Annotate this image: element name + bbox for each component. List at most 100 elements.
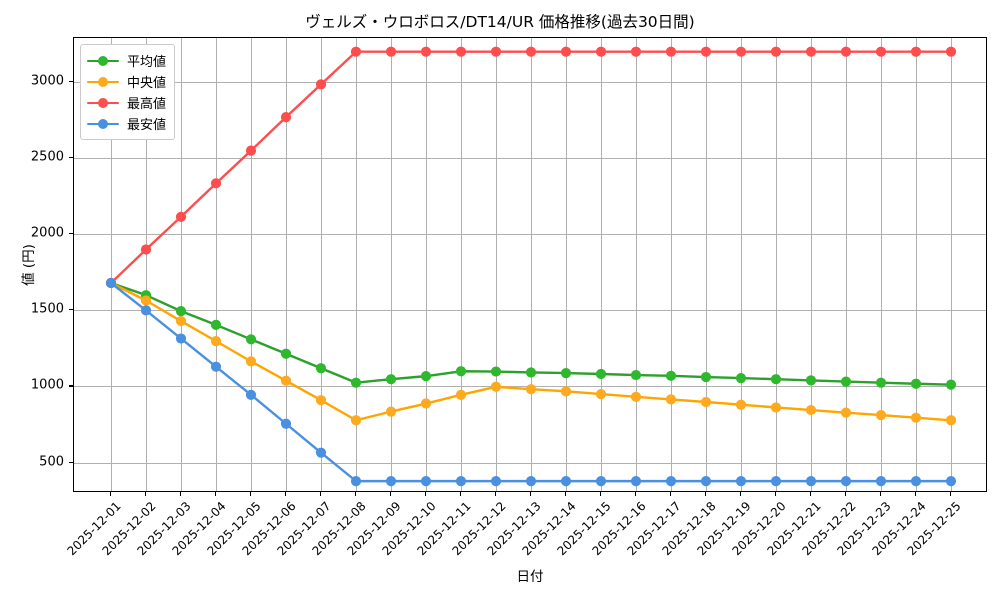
data-point	[805, 404, 817, 416]
data-point	[245, 389, 257, 400]
data-point	[735, 46, 747, 57]
data-point	[385, 46, 397, 57]
data-point	[665, 476, 677, 487]
data-point	[770, 476, 782, 487]
legend-marker-icon	[98, 55, 108, 66]
data-point	[140, 295, 152, 306]
data-point	[630, 46, 642, 57]
data-point	[840, 476, 852, 487]
data-point	[525, 46, 537, 57]
x-axis-tick-mark	[145, 492, 147, 496]
data-point	[840, 46, 852, 57]
legend-item-3: 最安値	[87, 113, 166, 134]
gridline-vertical	[111, 38, 112, 491]
gridline-vertical	[706, 38, 707, 491]
gridline-vertical	[776, 38, 777, 491]
x-axis-tick-mark	[635, 492, 637, 496]
data-point	[595, 388, 607, 400]
x-axis-tick-mark	[495, 492, 497, 496]
data-point	[700, 396, 712, 408]
gridline-vertical	[741, 38, 742, 491]
x-axis-tick-mark	[775, 492, 777, 496]
x-axis-tick-mark	[215, 492, 217, 496]
x-axis-tick-mark	[600, 492, 602, 496]
data-point	[560, 476, 572, 487]
data-point	[140, 305, 152, 316]
gridline-vertical	[566, 38, 567, 491]
data-point	[560, 386, 572, 397]
data-point	[315, 447, 327, 458]
legend-label: 最安値	[127, 118, 167, 133]
data-point	[735, 476, 747, 487]
legend-item-2: 最高値	[87, 92, 166, 113]
data-point	[910, 46, 922, 57]
data-point	[770, 402, 782, 413]
data-point	[700, 371, 712, 383]
data-point	[560, 46, 572, 57]
data-point	[245, 145, 257, 156]
data-point	[490, 46, 502, 57]
data-point	[280, 112, 292, 123]
data-point	[630, 391, 642, 402]
data-point	[175, 211, 187, 222]
data-point	[875, 377, 887, 388]
legend-marker-icon	[98, 76, 108, 87]
data-point	[350, 377, 362, 388]
gridline-vertical	[601, 38, 602, 491]
data-point	[420, 398, 432, 409]
legend-marker-icon	[98, 118, 108, 129]
y-axis-tick-mark	[69, 309, 73, 311]
gridline-vertical	[811, 38, 812, 491]
data-point	[735, 399, 747, 410]
x-axis-tick-mark	[845, 492, 847, 496]
x-axis-tick-mark	[740, 492, 742, 496]
x-axis-tick-mark	[705, 492, 707, 496]
gridline-vertical	[916, 38, 917, 491]
gridline-vertical	[146, 38, 147, 491]
gridline-vertical	[426, 38, 427, 491]
data-point	[630, 476, 642, 487]
data-point	[315, 79, 327, 90]
data-point	[945, 379, 957, 390]
data-point	[595, 368, 607, 380]
x-axis-label: 日付	[516, 569, 544, 585]
gridline-vertical	[671, 38, 672, 491]
legend-line-swatch	[87, 54, 119, 68]
y-axis-tick-label: 3000	[30, 73, 64, 89]
gridline-vertical	[356, 38, 357, 491]
data-point	[210, 336, 222, 347]
data-point	[945, 476, 957, 487]
data-point	[455, 389, 467, 400]
data-point	[910, 378, 922, 389]
data-point	[455, 366, 467, 377]
data-point	[140, 244, 152, 255]
y-axis-tick-mark	[69, 81, 73, 83]
chart-legend: 平均値 中央値最高値最安値	[80, 44, 176, 140]
data-point	[315, 395, 327, 406]
data-point	[700, 476, 712, 487]
y-axis-tick-labels: 500 1000 1500 2000 2500 3000	[0, 37, 64, 492]
legend-line-swatch	[87, 96, 119, 110]
data-point	[560, 367, 572, 379]
data-point	[525, 367, 537, 378]
data-point	[840, 407, 852, 418]
data-point	[875, 476, 887, 487]
x-axis-tick-mark	[810, 492, 812, 496]
legend-label: 最高値	[127, 97, 167, 112]
x-axis-tick-mark	[880, 492, 882, 496]
series-line	[109, 281, 953, 422]
gridline-vertical	[636, 38, 637, 491]
data-point	[875, 46, 887, 57]
legend-item-0: 平均値	[87, 50, 166, 71]
data-point	[385, 476, 397, 487]
data-point	[350, 46, 362, 57]
data-point	[595, 46, 607, 57]
data-point	[700, 46, 712, 57]
gridline-horizontal	[74, 82, 986, 84]
data-point	[665, 46, 677, 57]
data-point	[420, 476, 432, 487]
legend-item-1: 中央値	[87, 71, 166, 92]
data-point	[805, 46, 817, 57]
data-point	[770, 374, 782, 385]
